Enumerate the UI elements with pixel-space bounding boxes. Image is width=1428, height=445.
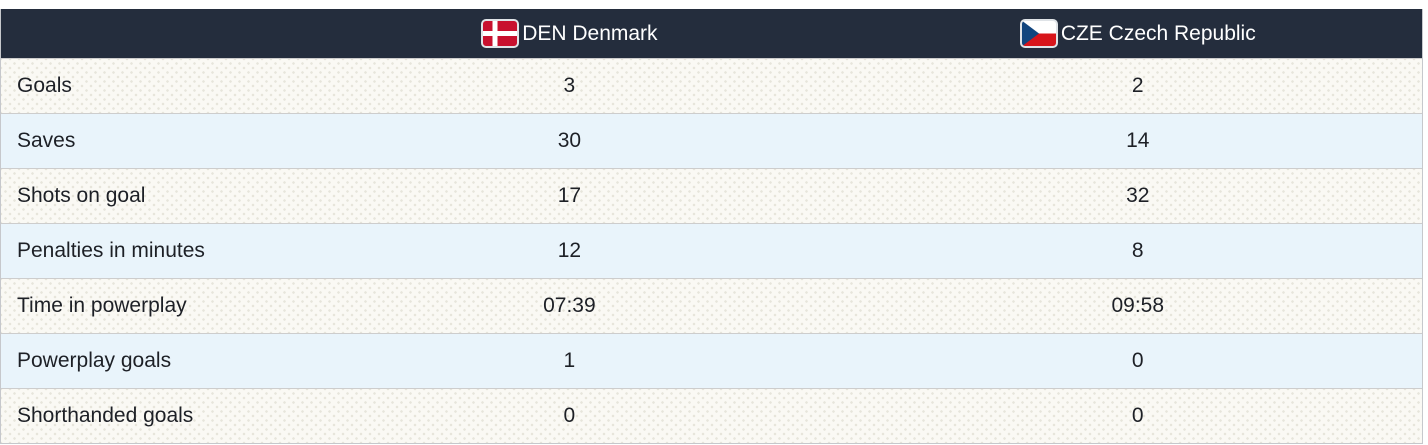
stat-value-cze: 0 xyxy=(1131,349,1144,372)
stat-value-den: 30 xyxy=(557,129,582,152)
stat-label: Shots on goal xyxy=(17,184,146,207)
denmark-flag-icon xyxy=(481,19,520,48)
stat-value-cze: 0 xyxy=(1131,404,1144,427)
stat-row-shots-on-goal: Shots on goal 17 32 xyxy=(1,168,1422,223)
team-header-czech-republic: CZE Czech Republic xyxy=(854,19,1422,48)
stat-value-den: 12 xyxy=(557,239,582,262)
stat-value-den: 0 xyxy=(563,404,576,427)
czech-republic-flag-icon xyxy=(1019,19,1058,48)
stat-row-time-in-powerplay: Time in powerplay 07:39 09:58 xyxy=(1,278,1422,333)
table-header-row: DEN Denmark xyxy=(1,9,1422,58)
stat-label: Powerplay goals xyxy=(17,349,172,372)
team-label-czech-republic: CZE Czech Republic xyxy=(1060,21,1256,45)
stat-value-den: 3 xyxy=(563,74,576,97)
team-czech-republic: CZE Czech Republic xyxy=(854,19,1422,48)
stat-row-goals: Goals 3 2 xyxy=(1,58,1422,113)
stat-value-den: 17 xyxy=(557,184,582,207)
stat-label: Penalties in minutes xyxy=(17,239,205,262)
stat-row-penalties-in-minutes: Penalties in minutes 12 8 xyxy=(1,223,1422,278)
team-denmark: DEN Denmark xyxy=(285,19,853,48)
team-header-denmark: DEN Denmark xyxy=(285,19,853,48)
stat-row-shorthanded-goals: Shorthanded goals 0 0 xyxy=(1,388,1422,443)
stat-value-cze: 09:58 xyxy=(1111,294,1165,317)
stat-label: Time in powerplay xyxy=(17,294,187,317)
stat-value-den: 07:39 xyxy=(543,294,596,317)
stat-value-cze: 2 xyxy=(1131,74,1144,97)
stat-row-powerplay-goals: Powerplay goals 1 0 xyxy=(1,333,1422,388)
stat-label: Shorthanded goals xyxy=(17,404,194,427)
stat-value-cze: 32 xyxy=(1126,184,1150,207)
stat-value-den: 1 xyxy=(563,349,576,372)
team-label-denmark: DEN Denmark xyxy=(522,21,658,45)
team-stats-table: DEN Denmark xyxy=(0,9,1423,444)
stat-value-cze: 8 xyxy=(1131,239,1144,262)
stat-label: Saves xyxy=(17,129,76,152)
stat-label: Goals xyxy=(17,74,72,97)
stat-value-cze: 14 xyxy=(1126,129,1150,152)
stat-row-saves: Saves 30 14 xyxy=(1,113,1422,168)
